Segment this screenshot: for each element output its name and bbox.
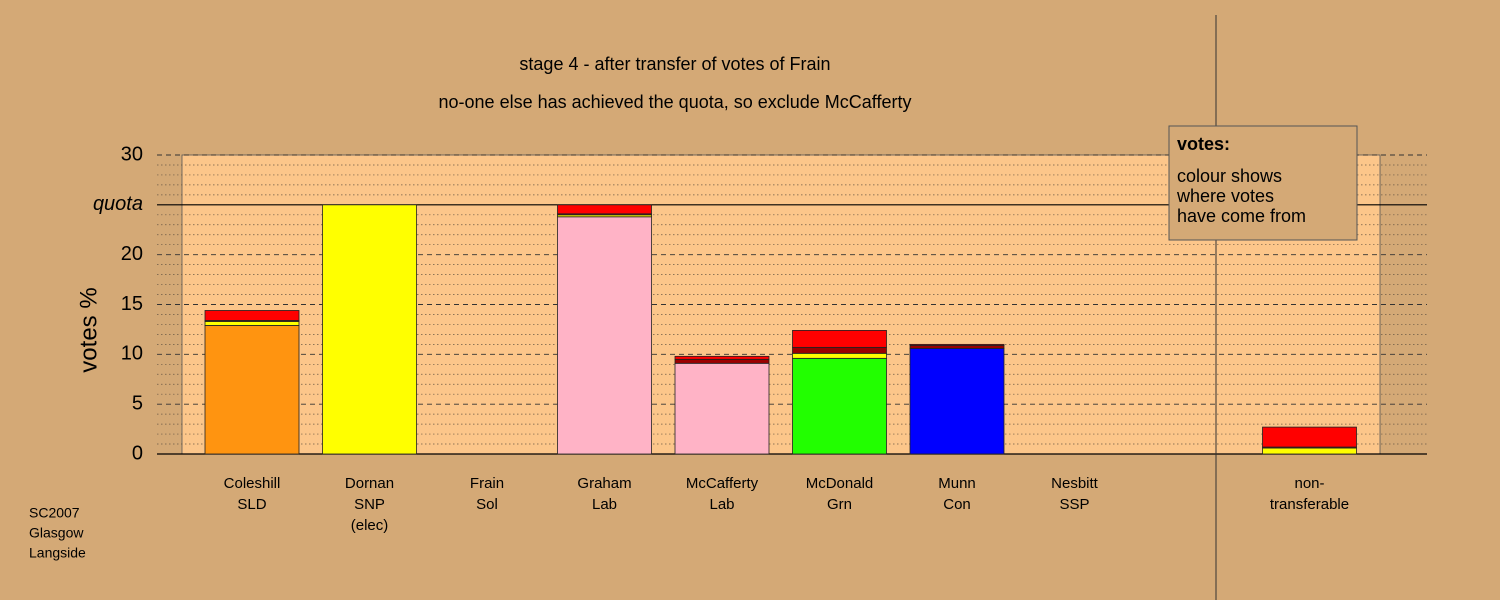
x-tick-label: McCafferty <box>686 475 759 492</box>
legend-title: votes: <box>1177 134 1230 154</box>
bar-segment <box>792 346 887 354</box>
bar-segment <box>792 330 887 348</box>
y-tick-label: 0 <box>132 442 143 464</box>
x-tick-label: SNP <box>354 496 385 513</box>
bar-segment <box>674 362 770 455</box>
bar-segment <box>204 325 300 455</box>
y-tick-label: 30 <box>121 143 143 165</box>
y-tick-label: 5 <box>132 392 143 414</box>
footnote: Glasgow <box>29 525 84 541</box>
y-tick-label: 10 <box>121 343 143 365</box>
bar-segment <box>557 204 652 215</box>
x-tick-label: (elec) <box>351 517 389 534</box>
legend-text: where votes <box>1176 186 1274 206</box>
legend: votes: colour shows where votes have com… <box>1168 125 1358 241</box>
bar-segment <box>674 358 770 364</box>
x-tick-label: Lab <box>592 496 617 513</box>
x-tick-label: Con <box>943 496 971 513</box>
y-tick-label: 20 <box>121 243 143 265</box>
x-tick-label: non- <box>1294 475 1324 492</box>
legend-text: colour shows <box>1177 166 1282 186</box>
x-tick-label: Dornan <box>345 475 394 492</box>
x-tick-label: Graham <box>577 475 631 492</box>
x-tick-label: SLD <box>237 496 266 513</box>
x-tick-label: Frain <box>470 475 504 492</box>
x-tick-label: Lab <box>709 496 734 513</box>
chart-title: stage 4 - after transfer of votes of Fra… <box>519 54 830 74</box>
x-tick-label: SSP <box>1059 496 1089 513</box>
x-tick-label: Nesbitt <box>1051 475 1099 492</box>
bar-segment <box>792 357 887 455</box>
bar-segment <box>909 347 1005 455</box>
bar-segment <box>204 310 300 321</box>
footnote: Langside <box>29 545 86 561</box>
legend-text: have come from <box>1177 206 1306 226</box>
x-tick-label: Sol <box>476 496 498 513</box>
x-tick-label: Grn <box>827 496 852 513</box>
legend-box <box>1168 125 1358 241</box>
x-tick-label: Coleshill <box>224 475 281 492</box>
bar-segment <box>557 216 652 455</box>
bar-segment <box>792 352 887 359</box>
y-axis-label: votes % <box>75 287 102 372</box>
chart-subtitle: no-one else has achieved the quota, so e… <box>439 92 912 112</box>
bar-segment <box>204 321 300 326</box>
bar-segment <box>909 344 1005 349</box>
bar-segment <box>674 355 770 360</box>
y-tick-label: 15 <box>121 293 143 315</box>
footnote: SC2007 <box>29 505 80 521</box>
x-tick-label: Munn <box>938 475 976 492</box>
bar-segment <box>1262 426 1357 448</box>
y-tick-label: quota <box>93 193 143 215</box>
x-tick-label: transferable <box>1270 496 1349 513</box>
bar-segment <box>1262 447 1357 455</box>
x-tick-label: McDonald <box>806 475 874 492</box>
bar-segment <box>322 204 417 455</box>
bar-segment <box>909 343 1005 346</box>
